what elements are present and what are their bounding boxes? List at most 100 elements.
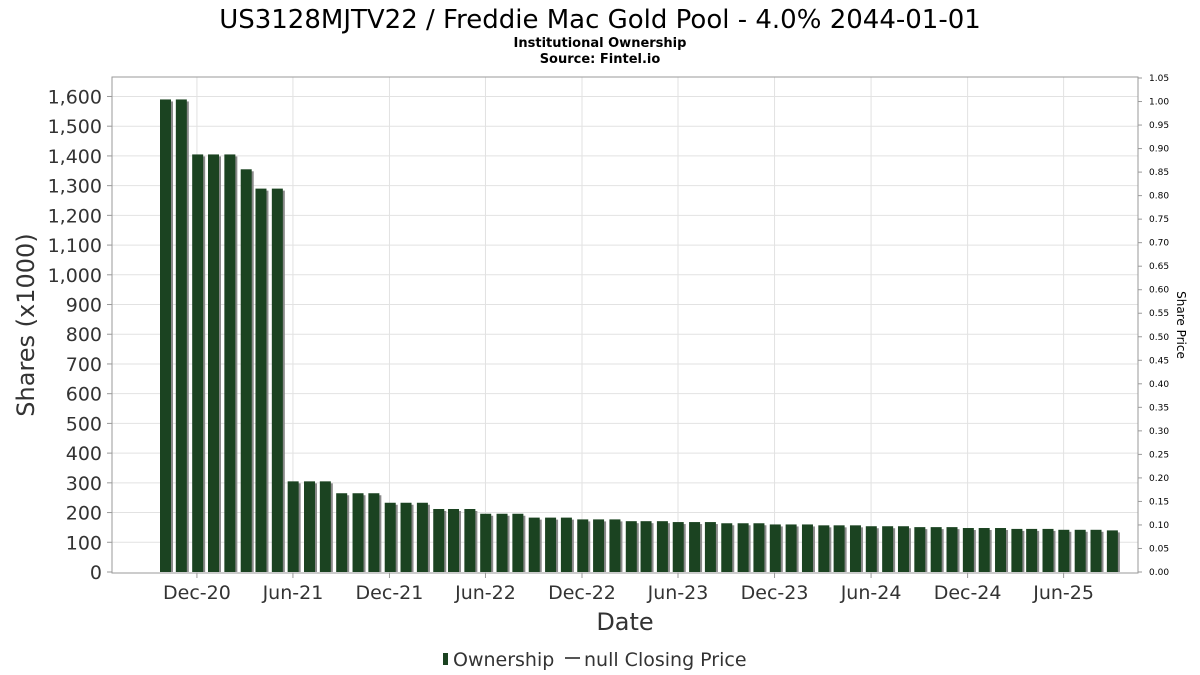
y2-tick-label: 0.90 [1149,145,1169,155]
ownership-bar [818,525,830,572]
ownership-bar [865,526,877,572]
y2-tick-label: 0.20 [1149,474,1169,484]
ownership-bar [769,524,781,572]
y-axis-ticks: 0 100 200 300 400 500 600 700 800 900 1,000 1,100 1,… [48,86,112,584]
ownership-bar [593,519,605,572]
y-tick-label: 1,300 [48,176,102,198]
y-tick-label: 1,500 [48,116,102,138]
ownership-bar [224,154,236,572]
ownership-bar [849,525,861,572]
ownership-bar [368,493,380,572]
ownership-bar [319,481,331,572]
ownership-bar [656,521,668,572]
x-tick-label: Jun-22 [454,582,516,604]
ownership-bar [192,154,204,572]
y-tick-label: 1,100 [48,235,102,257]
ownership-bar [416,502,428,572]
y2-tick-label: 0.30 [1149,427,1169,437]
ownership-bar [946,527,958,572]
x-tick-label: Jun-23 [647,582,709,604]
ownership-bar [737,523,749,572]
y2-tick-label: 0.70 [1149,239,1169,249]
ownership-bar [609,519,621,572]
y2-tick-label: 0.45 [1149,356,1169,366]
ownership-bar [1090,529,1102,572]
x-tick-label: Jun-24 [840,582,902,604]
ownership-bar [978,528,990,572]
ownership-bar [689,522,701,572]
ownership-bar [801,524,813,572]
ownership-bar [528,517,540,572]
y2-tick-label: 0.00 [1149,568,1169,578]
ownership-bars [160,99,1120,573]
y2-tick-label: 0.05 [1149,544,1169,554]
y2-tick-label: 0.95 [1149,121,1169,131]
x-tick-label: Dec-24 [934,582,1002,604]
ownership-bar [352,493,364,572]
y2-tick-label: 0.50 [1149,333,1169,343]
ownership-bar [384,502,396,572]
y2-tick-label: 0.60 [1149,286,1169,296]
ownership-bar [833,525,845,572]
y2-axis-ticks: 0.00 0.05 0.10 0.15 0.20 0.25 0.30 0.35 0.40 0.45… [1138,74,1169,578]
plot-area-border [111,76,1139,574]
ownership-bar [672,522,684,572]
ownership-bar [287,481,299,572]
y-tick-label: 700 [66,354,102,376]
ownership-bar [448,508,460,572]
y-tick-label: 600 [66,384,102,406]
y-tick-label: 1,400 [48,146,102,168]
y2-tick-label: 0.40 [1149,380,1169,390]
y-tick-label: 100 [66,532,102,554]
legend-ownership-label: Ownership [453,649,554,671]
ownership-bar [512,513,524,572]
y2-tick-label: 0.55 [1149,309,1169,319]
y2-tick-label: 0.75 [1149,215,1169,225]
x-tick-label: Jun-21 [262,582,324,604]
ownership-bar [175,99,187,573]
ownership-bar [962,528,974,572]
chart-legend: Ownership null Closing Price [443,649,747,671]
ownership-bar [464,508,476,572]
legend-price-label: null Closing Price [584,649,747,671]
legend-ownership-swatch [443,653,448,665]
y2-tick-label: 0.85 [1149,168,1169,178]
y-tick-label: 500 [66,413,102,435]
y2-tick-label: 0.65 [1149,262,1169,272]
y2-tick-label: 1.00 [1149,98,1169,108]
ownership-bar [304,481,316,572]
ownership-bar [160,99,171,573]
ownership-bar [882,526,894,572]
y-tick-label: 200 [66,503,102,525]
ownership-bar [240,169,252,572]
ownership-bar [577,519,589,572]
y-tick-label: 800 [66,324,102,346]
x-tick-label: Jun-25 [1032,582,1094,604]
y-tick-label: 1,600 [48,86,102,108]
y-axis-label: Shares (x1000) [12,233,40,416]
ownership-bar [640,521,652,572]
y-tick-label: 900 [66,295,102,317]
y-tick-label: 300 [66,473,102,495]
y2-axis-label: Share Price [1174,291,1188,359]
ownership-bar [995,528,1007,572]
x-tick-label: Dec-21 [356,582,424,604]
ownership-bar [704,522,716,572]
y2-tick-label: 0.10 [1149,521,1169,531]
ownership-bar [433,508,445,572]
x-tick-label: Dec-22 [548,582,616,604]
ownership-bar [480,513,492,572]
ownership-bar [785,524,797,572]
chart-title: US3128MJTV22 / Freddie Mac Gold Pool - 4… [219,5,981,35]
ownership-bar [1058,529,1070,572]
ownership-bar [336,493,348,572]
ownership-bar [721,523,733,572]
chart-subtitle-source: Source: Fintel.io [540,52,661,67]
ownership-bar [625,521,637,572]
y-tick-label: 1,200 [48,205,102,227]
y2-tick-label: 0.35 [1149,403,1169,413]
ownership-bar [545,517,557,572]
y2-tick-label: 0.15 [1149,497,1169,507]
x-axis-ticks: Dec-20 Jun-21 Dec-21 Jun-22 Dec-22 Jun-23 Dec-… [163,573,1094,604]
